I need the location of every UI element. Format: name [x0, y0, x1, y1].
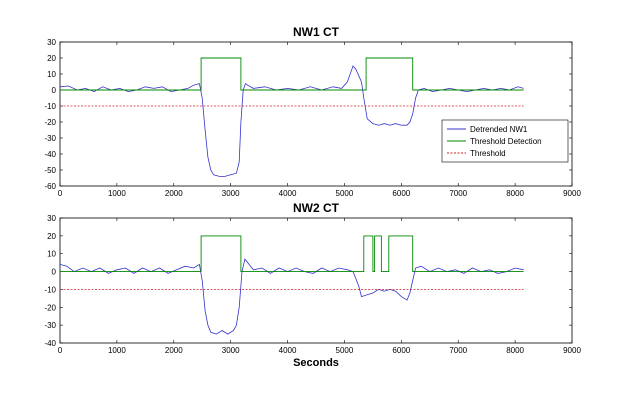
chart-panel-nw1: NW1 CT 0 1000 2000 3000 4000 5000 6000 7000 8000 9… — [44, 25, 581, 198]
y-tick-label: -30 — [44, 321, 56, 330]
legend-entry: Threshold — [470, 149, 506, 158]
x-tick-label: 7000 — [449, 346, 467, 355]
plot-area — [59, 41, 573, 187]
x-tick-label: 8000 — [506, 346, 524, 355]
x-tick-label: 5000 — [336, 189, 354, 198]
x-tick-label: 9000 — [563, 346, 581, 355]
y-tick-label: -40 — [44, 150, 56, 159]
x-tick-label: 4000 — [279, 346, 297, 355]
legend: Detrended NW1 Threshold Detection Threshol… — [441, 119, 569, 163]
y-tick-label: 20 — [47, 54, 56, 63]
x-tick-label: 2000 — [165, 346, 183, 355]
series-line-detrended-nw2 — [59, 258, 524, 335]
x-tick-label: 0 — [58, 346, 63, 355]
x-tick-label: 6000 — [392, 346, 410, 355]
chart-title: NW1 CT — [293, 25, 340, 39]
y-tick-label: -30 — [44, 134, 56, 143]
y-tick-label: 30 — [47, 214, 56, 223]
y-tick-label: 0 — [52, 268, 57, 277]
y-tick-label: 10 — [47, 250, 56, 259]
y-tick-label: -10 — [44, 102, 56, 111]
x-tick-label: 5000 — [336, 346, 354, 355]
x-tick-label: 8000 — [506, 189, 524, 198]
series-line-threshold-detection — [60, 235, 524, 273]
y-tick-label: 30 — [47, 38, 56, 47]
y-tick-label: -10 — [44, 285, 56, 294]
y-tick-label: -60 — [44, 182, 56, 191]
x-tick-label: 1000 — [108, 346, 126, 355]
series-line-threshold-detection — [60, 57, 524, 91]
x-tick-label: 3000 — [222, 346, 240, 355]
x-tick-label: 1000 — [108, 189, 126, 198]
y-tick-label: 0 — [52, 86, 57, 95]
series-line-detrended-nw1 — [59, 65, 524, 177]
x-tick-label: 2000 — [165, 189, 183, 198]
y-tick-label: -20 — [44, 303, 56, 312]
x-tick-label: 6000 — [392, 189, 410, 198]
plot-area — [59, 217, 573, 344]
y-tick-label: -50 — [44, 166, 56, 175]
x-tick-label: 0 — [58, 189, 63, 198]
chart-title: NW2 CT — [293, 201, 340, 215]
y-tick-label: -40 — [44, 339, 56, 348]
legend-entry: Detrended NW1 — [470, 125, 528, 134]
chart-panel-nw2: NW2 CT 0 1000 2000 3000 4000 5000 6000 7000 8000 9… — [44, 201, 581, 369]
y-tick-label: 20 — [47, 232, 56, 241]
legend-entry: Threshold Detection — [470, 137, 542, 146]
x-tick-label: 7000 — [449, 189, 467, 198]
x-axis-label: Seconds — [293, 357, 339, 369]
y-tick-label: 10 — [47, 70, 56, 79]
x-tick-label: 3000 — [222, 189, 240, 198]
x-tick-label: 9000 — [563, 189, 581, 198]
y-tick-label: -20 — [44, 118, 56, 127]
x-tick-label: 4000 — [279, 189, 297, 198]
